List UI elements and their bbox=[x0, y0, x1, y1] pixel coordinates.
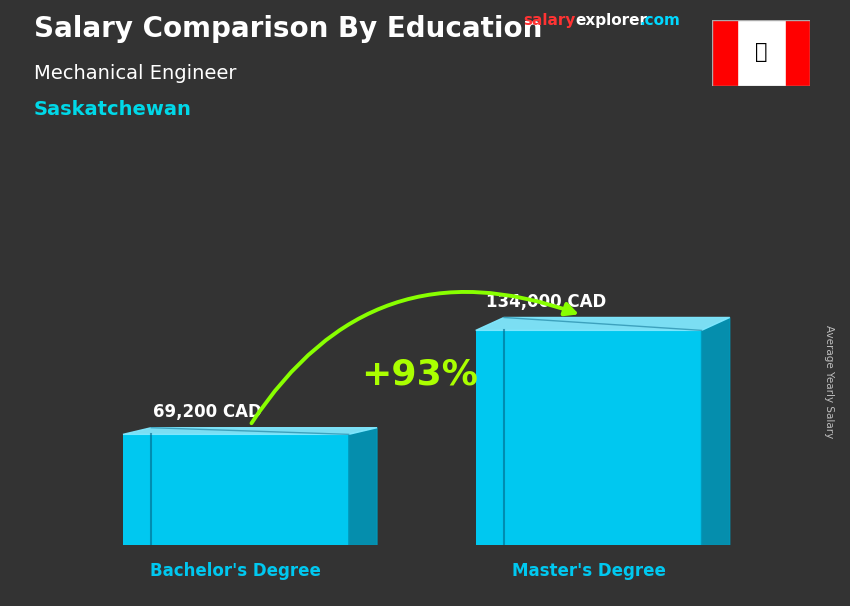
Polygon shape bbox=[348, 428, 377, 545]
Text: explorer: explorer bbox=[575, 13, 648, 28]
Text: .com: .com bbox=[639, 13, 680, 28]
FancyBboxPatch shape bbox=[476, 330, 701, 545]
Bar bbox=[785, 21, 810, 85]
Text: Mechanical Engineer: Mechanical Engineer bbox=[34, 64, 236, 82]
Text: +93%: +93% bbox=[361, 357, 478, 391]
Polygon shape bbox=[123, 428, 377, 435]
Text: Average Yearly Salary: Average Yearly Salary bbox=[824, 325, 834, 438]
Text: Salary Comparison By Education: Salary Comparison By Education bbox=[34, 15, 542, 43]
FancyBboxPatch shape bbox=[123, 435, 348, 545]
Text: 🍁: 🍁 bbox=[755, 42, 768, 62]
Text: salary: salary bbox=[523, 13, 575, 28]
Text: Saskatchewan: Saskatchewan bbox=[34, 100, 192, 119]
Text: 69,200 CAD: 69,200 CAD bbox=[153, 403, 262, 421]
Polygon shape bbox=[701, 318, 729, 545]
Polygon shape bbox=[476, 318, 729, 330]
Bar bbox=[712, 21, 737, 85]
Text: 134,000 CAD: 134,000 CAD bbox=[486, 293, 606, 311]
